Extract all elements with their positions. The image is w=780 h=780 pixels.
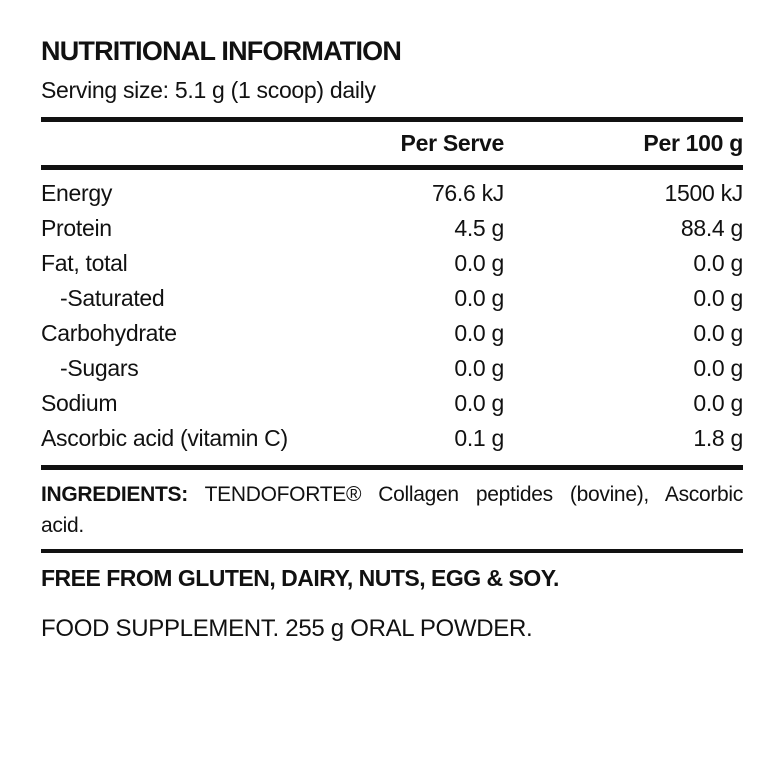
per-serve-value: 0.0 g: [454, 390, 504, 416]
serving-size-text: Serving size: 5.1 g (1 scoop) daily: [41, 77, 376, 103]
ingredients-text: TENDOFORTE® Collagen peptides (bovine), …: [41, 483, 743, 537]
per-serve-value: 0.0 g: [454, 285, 504, 311]
per-100g-value: 88.4 g: [680, 215, 743, 241]
divider: [41, 117, 743, 122]
table-row: Carbohydrate 0.0 g 0.0 g: [41, 316, 743, 351]
column-header-per-100g: Per 100 g: [643, 130, 743, 156]
supplement-statement: FOOD SUPPLEMENT. 255 g ORAL POWDER.: [41, 615, 533, 642]
per-serve-value: 76.6 kJ: [431, 180, 504, 206]
nutrient-label: -Sugars: [60, 355, 139, 381]
per-100g-value: 0.0 g: [693, 390, 743, 416]
table-row: Sodium 0.0 g 0.0 g: [41, 386, 743, 421]
ingredients-paragraph: INGREDIENTS: TENDOFORTE® Collagen peptid…: [41, 479, 743, 541]
table-row: -Saturated 0.0 g 0.0 g: [41, 281, 743, 316]
per-100g-value: 1.8 g: [693, 425, 743, 451]
per-100g-value: 0.0 g: [693, 320, 743, 346]
free-from-statement: FREE FROM GLUTEN, DAIRY, NUTS, EGG & SOY…: [41, 565, 559, 591]
nutrient-label: Energy: [41, 180, 113, 206]
nutrition-label-panel: NUTRITIONAL INFORMATION Serving size: 5.…: [41, 38, 743, 641]
per-serve-value: 4.5 g: [454, 215, 504, 241]
nutrient-label: Sodium: [41, 390, 118, 416]
page-title: NUTRITIONAL INFORMATION: [41, 36, 402, 66]
nutrient-label: Ascorbic acid (vitamin C): [41, 425, 288, 451]
table-row: -Sugars 0.0 g 0.0 g: [41, 351, 743, 386]
table-header-row: Per Serve Per 100 g: [41, 122, 744, 165]
per-serve-value: 0.0 g: [454, 355, 504, 381]
nutrient-label: -Saturated: [60, 285, 165, 311]
per-serve-value: 0.1 g: [454, 425, 504, 451]
divider: [41, 165, 743, 170]
table-row: Energy 76.6 kJ 1500 kJ: [41, 176, 743, 211]
ingredients-label: INGREDIENTS:: [41, 483, 188, 506]
nutrient-label: Fat, total: [41, 250, 128, 276]
per-100g-value: 0.0 g: [693, 355, 743, 381]
column-header-per-serve: Per Serve: [400, 130, 505, 156]
table-row: Ascorbic acid (vitamin C) 0.1 g 1.8 g: [41, 421, 743, 456]
divider: [41, 549, 743, 553]
nutrient-label: Protein: [41, 215, 112, 241]
table-row: Fat, total 0.0 g 0.0 g: [41, 246, 743, 281]
nutrient-table: Energy 76.6 kJ 1500 kJ Protein 4.5 g 88.…: [41, 170, 743, 465]
per-100g-value: 0.0 g: [693, 250, 743, 276]
nutrient-label: Carbohydrate: [41, 320, 177, 346]
per-100g-value: 0.0 g: [693, 285, 743, 311]
per-serve-value: 0.0 g: [454, 250, 504, 276]
divider: [41, 465, 743, 470]
table-row: Protein 4.5 g 88.4 g: [41, 211, 743, 246]
per-100g-value: 1500 kJ: [664, 180, 744, 206]
per-serve-value: 0.0 g: [454, 320, 504, 346]
